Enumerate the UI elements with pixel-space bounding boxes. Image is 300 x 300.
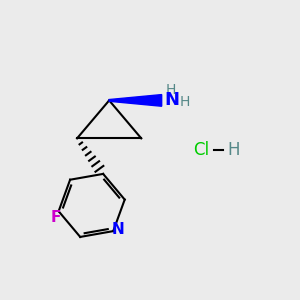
Text: F: F (50, 210, 61, 225)
Text: Cl: Cl (193, 141, 209, 159)
Text: H: H (165, 83, 176, 97)
Text: N: N (112, 222, 125, 237)
Polygon shape (109, 94, 162, 106)
Text: N: N (164, 92, 179, 110)
Text: H: H (180, 95, 190, 109)
Text: H: H (227, 141, 239, 159)
